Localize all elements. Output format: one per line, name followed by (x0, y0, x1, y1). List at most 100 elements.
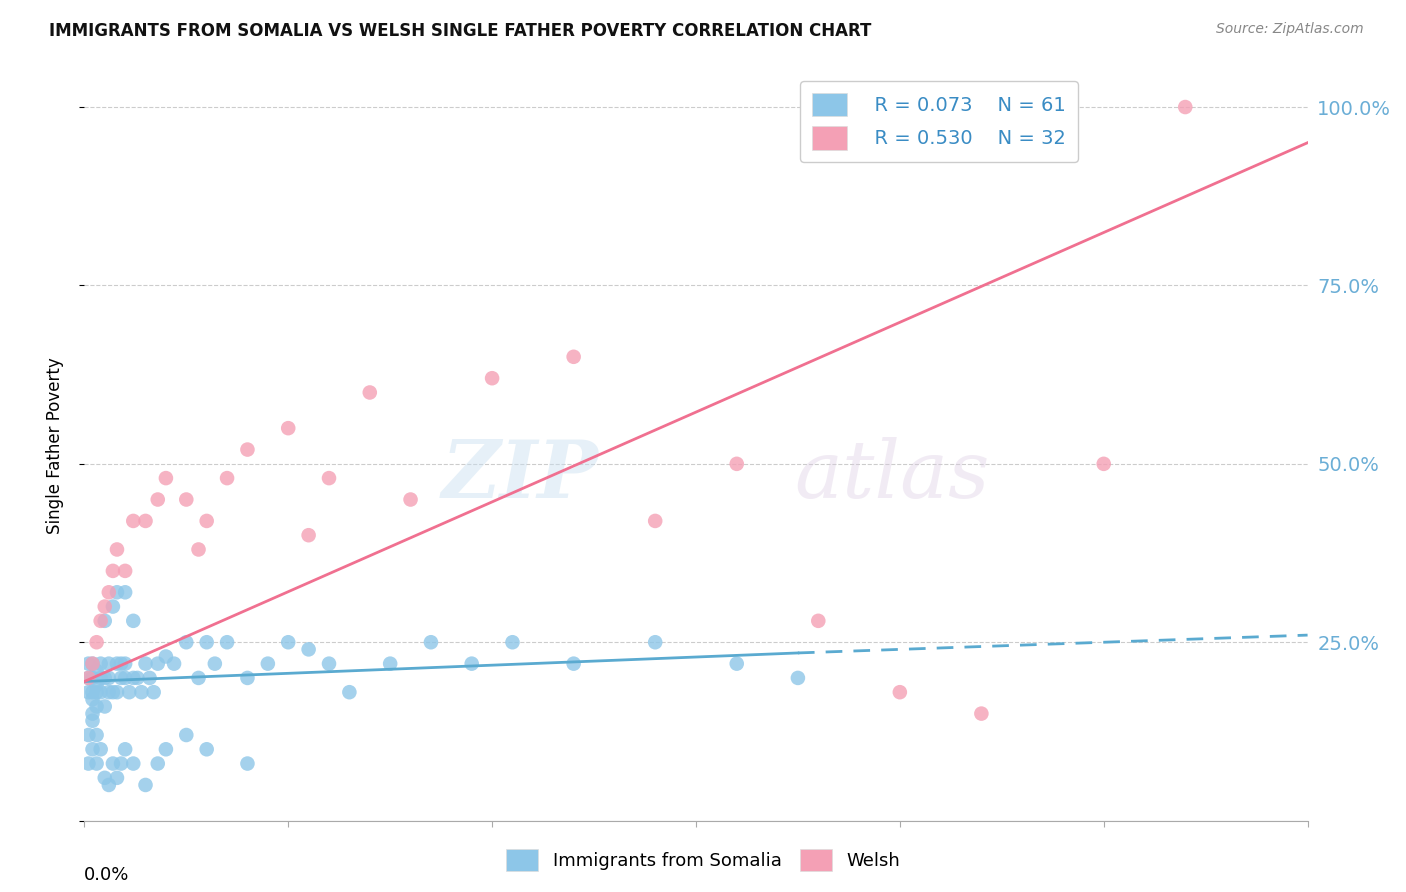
Point (236, 442, 259, 457)
Point (86, 678, 108, 692)
Point (97, 778, 120, 792)
Point (318, 657, 340, 671)
Point (97, 685, 120, 699)
Point (217, 635, 239, 649)
Point (101, 599, 124, 614)
Point (1174, 100, 1197, 114)
Point (90, 657, 112, 671)
Point (155, 742, 177, 756)
Point (127, 671, 149, 685)
Point (138, 671, 160, 685)
Point (725, 457, 748, 471)
Point (110, 671, 132, 685)
Point (380, 657, 402, 671)
Text: atlas: atlas (794, 437, 990, 515)
Point (359, 385, 381, 400)
Point (97, 657, 120, 671)
Point (105, 542, 128, 557)
Point (93, 771, 115, 785)
Point (146, 492, 169, 507)
Point (82, 657, 104, 671)
Point (889, 685, 911, 699)
Point (155, 649, 177, 664)
Point (118, 685, 141, 699)
Point (644, 514, 666, 528)
Point (155, 471, 177, 485)
Point (135, 778, 157, 792)
Point (110, 756, 132, 771)
Text: IMMIGRANTS FROM SOMALIA VS WELSH SINGLE FATHER POVERTY CORRELATION CHART: IMMIGRANTS FROM SOMALIA VS WELSH SINGLE … (49, 22, 872, 40)
Point (970, 706, 993, 721)
Point (93, 614, 115, 628)
Point (90, 742, 112, 756)
Point (217, 471, 239, 485)
Point (77, 756, 100, 771)
Point (82, 706, 104, 721)
Point (195, 514, 218, 528)
Point (420, 635, 443, 649)
Point (93, 599, 115, 614)
Point (101, 756, 124, 771)
Point (86, 635, 108, 649)
Point (644, 635, 666, 649)
Point (807, 614, 830, 628)
Point (105, 685, 128, 699)
Point (114, 657, 136, 671)
Point (101, 685, 124, 699)
Point (114, 671, 136, 685)
Point (502, 635, 524, 649)
Point (93, 671, 115, 685)
Point (90, 614, 112, 628)
Point (174, 492, 197, 507)
Point (257, 657, 280, 671)
Point (110, 657, 132, 671)
Point (82, 692, 104, 706)
Point (195, 635, 218, 649)
Point (90, 671, 112, 685)
Point (187, 671, 209, 685)
Point (90, 685, 112, 699)
Point (1092, 457, 1115, 471)
Point (82, 671, 104, 685)
Point (114, 585, 136, 599)
Point (105, 771, 128, 785)
Point (142, 685, 165, 699)
Point (146, 756, 169, 771)
Point (236, 671, 259, 685)
Point (86, 728, 108, 742)
Point (318, 471, 340, 485)
Point (77, 671, 100, 685)
Point (195, 742, 218, 756)
Point (122, 756, 145, 771)
Point (277, 635, 299, 649)
Point (97, 585, 120, 599)
Point (399, 492, 422, 507)
Point (122, 671, 145, 685)
Point (105, 585, 128, 599)
Point (77, 685, 100, 699)
Text: Source: ZipAtlas.com: Source: ZipAtlas.com (1216, 22, 1364, 37)
Point (135, 514, 157, 528)
Point (77, 657, 100, 671)
Point (174, 635, 197, 649)
Point (114, 742, 136, 756)
Point (77, 671, 100, 685)
Point (298, 528, 321, 542)
Point (481, 371, 503, 385)
Point (236, 756, 259, 771)
Text: 0.0%: 0.0% (84, 865, 129, 884)
Point (787, 671, 810, 685)
Point (86, 756, 108, 771)
Point (101, 564, 124, 578)
Legend: Immigrants from Somalia, Welsh: Immigrants from Somalia, Welsh (499, 842, 907, 879)
Point (174, 728, 197, 742)
Point (105, 657, 128, 671)
Point (77, 728, 100, 742)
Point (82, 685, 104, 699)
Point (187, 542, 209, 557)
Point (298, 642, 321, 657)
Point (86, 699, 108, 714)
Point (339, 685, 361, 699)
Point (461, 657, 484, 671)
Point (82, 657, 104, 671)
